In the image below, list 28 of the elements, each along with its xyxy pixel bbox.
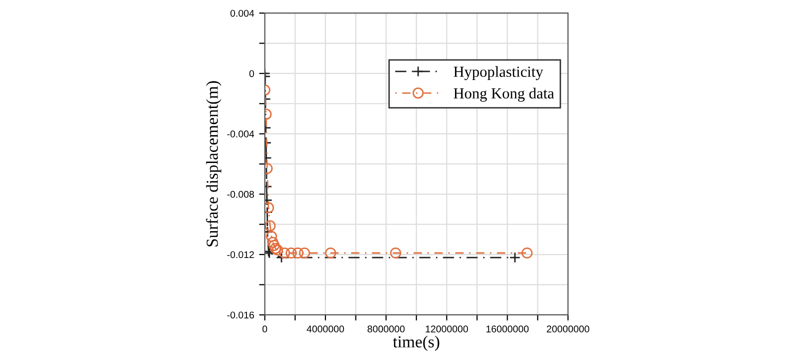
x-tick-label: 16000000 bbox=[486, 326, 529, 332]
point bbox=[278, 247, 290, 259]
point bbox=[325, 247, 336, 259]
legend-label: Hong Kong data bbox=[454, 88, 554, 102]
legend-label: Hypoplasticity bbox=[454, 66, 544, 80]
point bbox=[268, 240, 280, 252]
point bbox=[522, 247, 533, 259]
point bbox=[390, 247, 402, 259]
x-axis-title: time(s) bbox=[392, 336, 440, 351]
y-tick-label: -0.016 bbox=[227, 312, 254, 318]
y-tick-label: -0.008 bbox=[227, 190, 254, 198]
y-tick-label: -0.004 bbox=[227, 130, 254, 138]
x-tick-label: 0 bbox=[262, 326, 268, 332]
x-tick-label: 4000000 bbox=[306, 326, 344, 332]
point bbox=[292, 247, 304, 259]
point bbox=[264, 220, 276, 232]
point bbox=[264, 202, 274, 214]
point bbox=[267, 236, 278, 248]
y-tick-label: 0 bbox=[249, 70, 254, 78]
point bbox=[266, 230, 278, 242]
x-tick-label: 12000000 bbox=[426, 326, 468, 332]
x-tick-label: 20000000 bbox=[546, 326, 590, 332]
y-tick-label: 0.004 bbox=[230, 10, 254, 17]
point bbox=[286, 247, 297, 259]
point bbox=[298, 247, 310, 259]
y-axis-title: Surface displacement(m) bbox=[206, 81, 222, 246]
x-tick-label: 8000000 bbox=[368, 326, 405, 332]
y-tick-label: -0.012 bbox=[227, 251, 254, 258]
